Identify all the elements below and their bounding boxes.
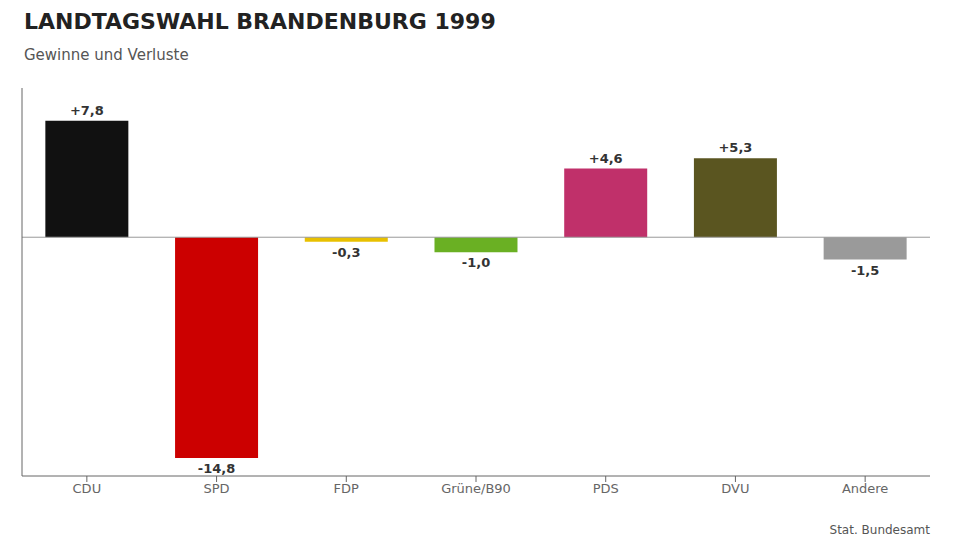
svg-text:FDP: FDP	[334, 481, 359, 496]
svg-text:-14,8: -14,8	[198, 461, 235, 476]
svg-text:SPD: SPD	[204, 481, 230, 496]
html-text:Stat. Bundesamt: Stat. Bundesamt	[829, 523, 930, 537]
html-text:Gewinne und Verluste: Gewinne und Verluste	[24, 46, 189, 64]
svg-text:Andere: Andere	[842, 481, 888, 496]
svg-text:CDU: CDU	[73, 481, 102, 496]
svg-text:Grüne/B90: Grüne/B90	[441, 481, 511, 496]
html-text:LANDTAGSWAHL BRANDENBURG 1999: LANDTAGSWAHL BRANDENBURG 1999	[24, 8, 496, 34]
svg-text:DVU: DVU	[721, 481, 749, 496]
svg-text:+7,8: +7,8	[70, 103, 104, 118]
svg-text:-1,5: -1,5	[851, 263, 879, 278]
svg-text:+5,3: +5,3	[718, 140, 752, 155]
svg-text:-1,0: -1,0	[462, 255, 490, 270]
svg-text:-0,3: -0,3	[332, 245, 360, 260]
svg-text:PDS: PDS	[593, 481, 619, 496]
svg-text:+4,6: +4,6	[589, 151, 623, 166]
